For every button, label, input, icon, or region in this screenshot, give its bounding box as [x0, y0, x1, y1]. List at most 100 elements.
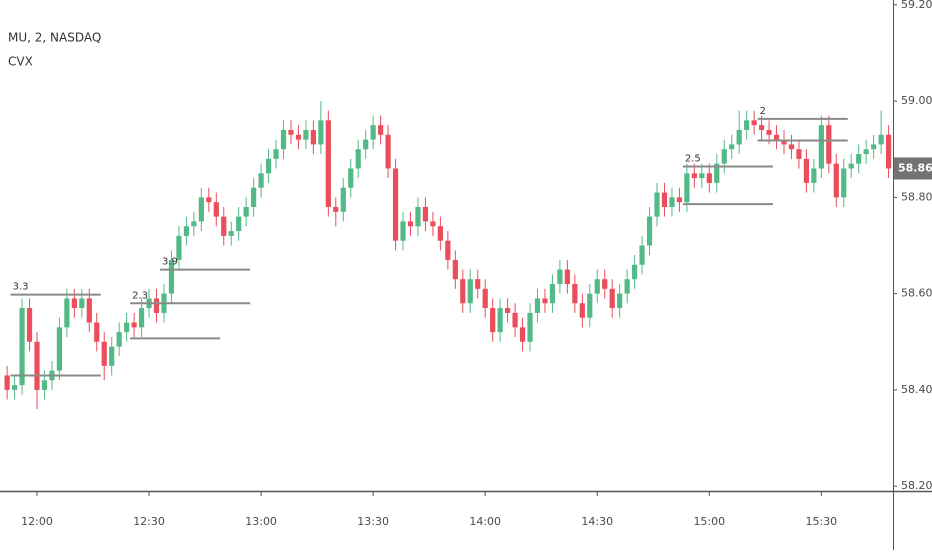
candle-body [206, 197, 212, 203]
candle-body [370, 125, 376, 140]
candle-body [280, 129, 287, 150]
candle-body [796, 149, 802, 159]
level-label: 3.3 [13, 282, 29, 293]
candle-body [856, 154, 862, 164]
candle-body [109, 346, 115, 366]
candle-body [56, 327, 63, 371]
candle-body [41, 380, 48, 390]
candle-body [303, 129, 309, 140]
candle-body [684, 173, 690, 203]
level-label: 2.5 [685, 154, 701, 165]
candle-body [452, 259, 458, 280]
candle-body [654, 192, 660, 217]
candle-body [64, 298, 70, 328]
candle-body [460, 279, 466, 304]
candle-body [594, 279, 600, 294]
candle-body [609, 288, 615, 309]
candle-body [310, 129, 316, 145]
candle-body [400, 221, 406, 241]
candle-body [818, 125, 824, 169]
candle-body [721, 149, 727, 164]
candle-body [714, 163, 720, 183]
candle-body [236, 216, 242, 232]
candle-body [661, 192, 668, 207]
candle-body [512, 312, 518, 328]
candle-body [572, 284, 578, 304]
candle-body [841, 168, 847, 198]
candle-body [71, 298, 77, 309]
candle-body [527, 312, 533, 342]
candle-body [534, 298, 541, 313]
candle-body [340, 187, 346, 212]
candle-body [325, 120, 331, 207]
candle-body [632, 264, 638, 280]
candle-body [811, 168, 817, 183]
y-tick-label: 59.00 [901, 94, 932, 107]
candle-body [691, 173, 697, 179]
chart-title: MU, 2, NASDAQ [8, 31, 101, 45]
candle-body [505, 308, 511, 313]
chart-subtitle: CVX [8, 55, 33, 69]
candle-body [355, 149, 361, 169]
candle-body [79, 298, 85, 309]
candle-body [138, 308, 145, 328]
candle-body [86, 298, 92, 323]
y-tick-label: 58.40 [901, 383, 932, 396]
candle-body [19, 308, 25, 386]
candle-body [497, 308, 503, 333]
candle-body [848, 163, 854, 169]
x-tick-label: 13:30 [357, 515, 389, 528]
candle-body [26, 308, 33, 342]
candle-body [669, 197, 675, 207]
candle-body [101, 341, 107, 366]
candle-body [564, 269, 570, 285]
y-tick-label: 58.20 [901, 479, 932, 492]
x-tick-label: 13:00 [245, 515, 277, 528]
candle-body [490, 308, 496, 333]
candle-body [94, 322, 100, 342]
candle-body [542, 298, 548, 304]
candle-body [176, 235, 182, 260]
candle-body [602, 279, 608, 289]
candle-body [751, 120, 757, 126]
y-tick-label: 58.60 [901, 287, 932, 300]
candle-body [557, 269, 563, 285]
candle-body [773, 134, 780, 140]
candle-body [34, 341, 40, 390]
last-price-box [894, 157, 932, 180]
candle-body [587, 293, 593, 318]
candle-body [445, 240, 451, 260]
candle-body [191, 221, 197, 227]
candle-body [430, 221, 436, 227]
candle-body [788, 144, 795, 150]
candle-body [243, 206, 249, 217]
level-label: 2 [760, 106, 766, 117]
candle-body [116, 332, 122, 347]
candle-body [766, 129, 772, 135]
candle-body [878, 134, 884, 145]
candle-body [258, 173, 264, 188]
candle-body [758, 125, 765, 130]
y-tick-label: 59.20 [901, 0, 932, 11]
candle-body [676, 197, 683, 203]
candle-body [437, 226, 443, 241]
candle-body [519, 327, 526, 342]
x-tick-label: 14:30 [581, 515, 613, 528]
candle-body [378, 125, 384, 135]
last-price-label: 58.86 [898, 161, 932, 174]
candle-body [833, 163, 839, 198]
x-tick-label: 14:00 [469, 515, 501, 528]
candle-body [213, 202, 219, 217]
candle-body [803, 158, 810, 183]
candle-body [781, 139, 787, 145]
candle-body [706, 173, 712, 183]
candle-body [198, 197, 204, 222]
candle-body [11, 385, 18, 390]
candle-body [392, 168, 399, 241]
candle-body [729, 144, 735, 150]
y-tick-label: 58.80 [901, 190, 932, 203]
candle-body [168, 259, 175, 294]
candle-body [871, 144, 877, 150]
